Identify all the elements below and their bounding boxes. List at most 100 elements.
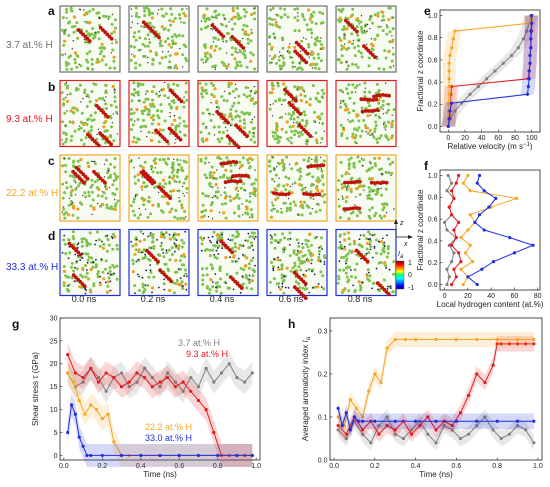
snapshot-a-4 bbox=[335, 5, 397, 73]
chart-g-point-0-17 bbox=[196, 385, 201, 389]
chart-f-point-0-7 bbox=[445, 228, 449, 232]
chart-g-point-2-2 bbox=[77, 398, 81, 403]
chart-f-point-0-4 bbox=[452, 251, 456, 255]
chart-f-xtick-1: 20 bbox=[464, 293, 472, 300]
chart-f-point-2-3 bbox=[470, 260, 475, 264]
legend-g-9-3: 9.3 at.% H bbox=[186, 349, 228, 359]
chart-e-velocity: 0 20 40 60 80 100 0.0 0.2 0.4 0.6 0.8 1.0 Relative v… bbox=[416, 9, 541, 151]
chart-h-ylabel: Averaged aromaticity index Ia bbox=[301, 336, 312, 441]
chart-e-point-2-11 bbox=[451, 37, 455, 41]
chart-g-point-0-11 bbox=[150, 375, 154, 380]
chart-e-xtick-5: 100 bbox=[526, 135, 538, 142]
chart-h-point-1-14 bbox=[450, 423, 454, 428]
chart-g-ylabel: Shear stress τ (GPa) bbox=[31, 352, 40, 426]
chart-h-point-3-14 bbox=[515, 419, 520, 423]
snapshot-c-3 bbox=[266, 154, 328, 222]
chart-h-point-0-16 bbox=[467, 432, 471, 436]
snapshot-b-2 bbox=[197, 79, 259, 150]
chart-f-point-0-8 bbox=[443, 220, 447, 224]
chart-h-point-3-8 bbox=[393, 419, 397, 423]
chart-e-point-3-14 bbox=[530, 13, 534, 18]
chart-e-point-2-10 bbox=[450, 46, 454, 50]
chart-h-point-2-7 bbox=[379, 380, 383, 385]
chart-h-point-1-16 bbox=[467, 393, 471, 398]
chart-f-point-0-0 bbox=[445, 282, 449, 287]
chart-h-ytick-3: 0.3 bbox=[318, 328, 328, 335]
chart-h-point-2-10 bbox=[403, 337, 408, 342]
chart-h-point-1-21 bbox=[499, 342, 503, 346]
chart-h-point-3-13 bbox=[495, 419, 499, 423]
chart-e-point-2-6 bbox=[447, 77, 451, 81]
chart-f-frame bbox=[439, 169, 541, 291]
colorbar-gradient bbox=[395, 260, 405, 290]
chart-h-point-0-21 bbox=[507, 432, 511, 436]
chart-g-point-3-14 bbox=[235, 453, 239, 458]
chart-f-point-1-1 bbox=[454, 275, 458, 279]
time-label-4: 0.8 ns bbox=[348, 294, 373, 304]
chart-h-xtick-3: 0.6 bbox=[452, 463, 462, 470]
chart-f-point-0-14 bbox=[446, 173, 450, 178]
chart-g-point-1-12 bbox=[158, 380, 162, 384]
chart-e-xtick-1: 20 bbox=[461, 135, 469, 142]
chart-h-point-0-7 bbox=[393, 432, 397, 436]
chart-h-point-1-19 bbox=[491, 363, 495, 367]
chart-h-point-3-9 bbox=[414, 419, 418, 423]
chart-h-point-3-15 bbox=[532, 419, 536, 423]
chart-g-point-0-2 bbox=[81, 380, 85, 384]
chart-f-point-1-6 bbox=[454, 236, 458, 240]
chart-g-frame bbox=[59, 317, 261, 461]
chart-g-point-1-15 bbox=[181, 380, 185, 384]
chart-h-point-3-12 bbox=[475, 419, 479, 423]
chart-h-point-0-20 bbox=[499, 436, 503, 441]
chart-h-band-2 bbox=[338, 331, 534, 434]
chart-h-point-1-17 bbox=[475, 372, 479, 376]
chart-f-point-0-13 bbox=[450, 181, 454, 185]
chart-h-point-0-24 bbox=[532, 441, 536, 445]
chart-e-point-3-8 bbox=[528, 61, 532, 65]
chart-e-point-2-5 bbox=[447, 84, 451, 89]
chart-f-point-2-13 bbox=[461, 181, 465, 185]
chart-h-point-0-19 bbox=[491, 428, 495, 432]
chart-f-point-3-10 bbox=[487, 205, 491, 209]
chart-h-point-0-13 bbox=[442, 423, 446, 428]
chart-g-point-3-9 bbox=[139, 453, 143, 458]
chart-f-point-1-11 bbox=[452, 196, 456, 200]
chart-g-point-0-22 bbox=[235, 375, 239, 380]
chart-h-point-1-0 bbox=[336, 423, 340, 428]
chart-h-point-2-0 bbox=[336, 415, 340, 419]
time-label-2: 0.4 ns bbox=[210, 294, 235, 304]
snapshot-a-3 bbox=[266, 5, 328, 73]
chart-e-point-3-12 bbox=[529, 29, 533, 33]
snapshot-b-4 bbox=[335, 79, 397, 148]
chart-h-point-3-6 bbox=[361, 419, 365, 423]
panel-letter-c: c bbox=[48, 154, 55, 168]
chart-f-xtick-3: 60 bbox=[511, 293, 519, 300]
panel-letter-f: f bbox=[424, 159, 429, 173]
chart-e-point-2-9 bbox=[448, 53, 452, 58]
chart-e-point-0-2 bbox=[453, 109, 457, 113]
time-label-3: 0.6 ns bbox=[279, 294, 304, 304]
axis-marker-x: x bbox=[403, 241, 408, 248]
chart-f-point-1-7 bbox=[452, 228, 456, 232]
time-label-0: 0.0 ns bbox=[72, 294, 97, 304]
chart-g-point-1-13 bbox=[166, 375, 170, 380]
chart-g-point-1-4 bbox=[96, 380, 101, 384]
chart-g-point-0-23 bbox=[243, 380, 247, 384]
chart-g-point-1-8 bbox=[127, 380, 131, 384]
row-label-b: 9.3 at.% H bbox=[6, 114, 53, 125]
chart-e-point-3-7 bbox=[527, 69, 531, 73]
chart-f-point-1-2 bbox=[452, 267, 456, 271]
chart-h-point-3-3 bbox=[348, 428, 352, 432]
chart-e-ytick-4: 0.8 bbox=[428, 35, 438, 42]
chart-g-band-3 bbox=[67, 393, 253, 467]
chart-g-point-0-13 bbox=[166, 371, 170, 375]
chart-h-point-2-5 bbox=[367, 389, 371, 393]
chart-g-point-0-8 bbox=[127, 385, 131, 389]
panel-letter-b: b bbox=[48, 80, 55, 94]
chart-g-point-0-14 bbox=[173, 380, 177, 384]
chart-h-point-0-11 bbox=[426, 432, 430, 436]
chart-e-ytick-1: 0.2 bbox=[428, 102, 438, 109]
chart-g-xtick-5: 1.0 bbox=[251, 463, 261, 470]
panel-letter-g: g bbox=[12, 317, 19, 331]
